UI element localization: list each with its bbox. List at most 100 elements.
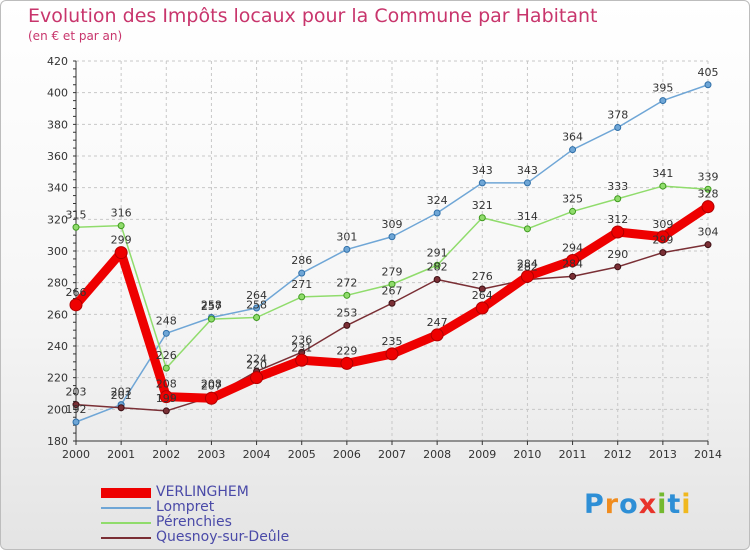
data-point bbox=[569, 272, 577, 280]
legend-swatch bbox=[101, 488, 151, 498]
data-label: 231 bbox=[291, 341, 312, 354]
data-label: 284 bbox=[562, 257, 583, 270]
data-point bbox=[340, 356, 354, 370]
data-point bbox=[614, 124, 622, 131]
data-label: 312 bbox=[607, 213, 628, 226]
data-point bbox=[295, 353, 309, 367]
data-point bbox=[704, 81, 712, 89]
data-label: 291 bbox=[427, 246, 448, 259]
logo-letter: t bbox=[667, 489, 682, 520]
data-label: 378 bbox=[607, 109, 628, 122]
x-tick-label: 2011 bbox=[559, 448, 587, 461]
logo-letter: i bbox=[681, 489, 692, 520]
data-point bbox=[298, 269, 306, 277]
y-tick-label: 280 bbox=[47, 277, 68, 290]
data-point bbox=[569, 146, 577, 154]
legend-label: Lompret bbox=[156, 499, 215, 515]
data-point bbox=[614, 263, 622, 271]
x-tick-label: 2001 bbox=[107, 448, 135, 461]
data-label: 304 bbox=[698, 226, 719, 239]
data-label: 325 bbox=[562, 192, 583, 205]
data-point bbox=[72, 223, 80, 231]
data-point bbox=[523, 225, 531, 233]
data-point bbox=[343, 321, 351, 329]
data-label: 199 bbox=[156, 392, 177, 405]
y-tick-label: 220 bbox=[47, 372, 68, 385]
data-point bbox=[659, 249, 667, 257]
data-point bbox=[250, 371, 264, 385]
data-point bbox=[253, 314, 261, 321]
data-label: 203 bbox=[111, 386, 132, 399]
data-point bbox=[566, 254, 580, 267]
logo-letter: r bbox=[604, 489, 620, 520]
data-label: 248 bbox=[156, 314, 177, 327]
x-tick-label: 2000 bbox=[62, 448, 90, 461]
y-tick-label: 380 bbox=[47, 118, 68, 131]
data-label: 253 bbox=[336, 306, 357, 319]
data-point bbox=[385, 347, 399, 361]
y-tick-label: 200 bbox=[47, 403, 68, 416]
data-point bbox=[162, 364, 170, 372]
data-point bbox=[72, 401, 80, 409]
proxiti-logo: Proxiti bbox=[584, 489, 692, 520]
x-tick-label: 2005 bbox=[288, 448, 316, 461]
y-tick-label: 240 bbox=[47, 340, 68, 353]
data-point bbox=[659, 97, 667, 105]
data-label: 201 bbox=[111, 389, 132, 402]
data-point bbox=[475, 301, 489, 315]
data-label: 236 bbox=[291, 333, 312, 346]
data-label: 203 bbox=[66, 386, 87, 399]
data-label: 267 bbox=[382, 284, 403, 297]
x-tick-label: 2003 bbox=[197, 448, 225, 461]
data-label: 208 bbox=[201, 378, 222, 391]
data-label: 264 bbox=[472, 289, 493, 302]
data-point bbox=[343, 291, 351, 299]
data-label: 192 bbox=[66, 403, 87, 416]
data-label: 247 bbox=[427, 316, 448, 329]
data-label: 229 bbox=[336, 344, 357, 357]
legend-swatch bbox=[101, 522, 151, 524]
data-label: 309 bbox=[382, 218, 403, 231]
data-label: 315 bbox=[66, 208, 87, 221]
x-tick-label: 2014 bbox=[694, 448, 722, 461]
data-label: 271 bbox=[291, 278, 312, 291]
data-point bbox=[117, 404, 125, 412]
legend-swatch bbox=[101, 537, 151, 539]
data-point bbox=[701, 200, 715, 214]
logo-letter: P bbox=[584, 489, 605, 520]
data-label: 282 bbox=[517, 261, 538, 274]
chart-title: Evolution des Impôts locaux pour la Comm… bbox=[28, 5, 598, 27]
data-point bbox=[388, 280, 396, 288]
logo-letter: x bbox=[638, 489, 658, 520]
x-tick-label: 2010 bbox=[513, 448, 541, 461]
data-point bbox=[159, 390, 173, 404]
y-tick-label: 260 bbox=[47, 308, 68, 321]
data-point bbox=[659, 182, 667, 190]
data-label: 364 bbox=[562, 131, 583, 144]
data-label: 266 bbox=[66, 286, 87, 299]
data-point bbox=[614, 195, 622, 203]
data-point bbox=[704, 241, 712, 249]
data-label: 299 bbox=[652, 234, 673, 247]
data-label: 328 bbox=[698, 188, 719, 201]
legend-swatch bbox=[101, 507, 151, 509]
data-point bbox=[478, 214, 486, 222]
data-point bbox=[388, 299, 396, 307]
data-point bbox=[433, 261, 441, 269]
data-label: 276 bbox=[472, 270, 493, 283]
data-label: 299 bbox=[111, 234, 132, 247]
data-label: 343 bbox=[517, 164, 538, 177]
data-label: 321 bbox=[472, 199, 493, 212]
data-point bbox=[204, 391, 218, 405]
data-label: 301 bbox=[336, 230, 357, 243]
x-tick-label: 2007 bbox=[378, 448, 406, 461]
data-label: 235 bbox=[382, 335, 403, 348]
legend-label: Quesnoy-sur-Deûle bbox=[156, 529, 290, 545]
x-tick-label: 2009 bbox=[468, 448, 496, 461]
points-group bbox=[69, 81, 715, 426]
data-point bbox=[523, 179, 531, 187]
data-point bbox=[430, 328, 444, 342]
data-point bbox=[611, 225, 625, 239]
